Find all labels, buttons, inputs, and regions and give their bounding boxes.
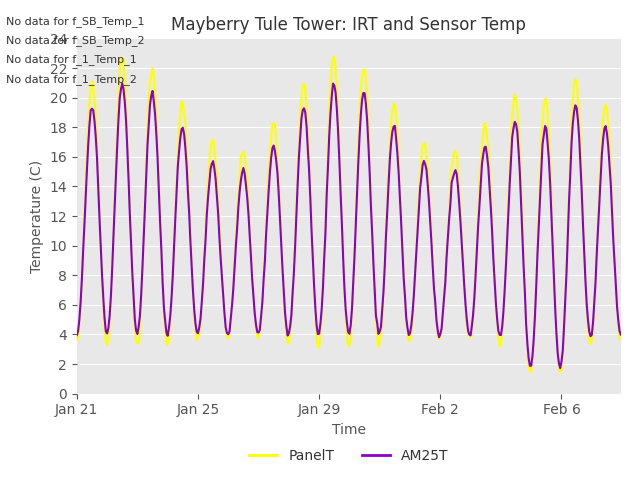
Text: No data for f_1_Temp_1: No data for f_1_Temp_1: [6, 54, 137, 65]
Text: No data for f_SB_Temp_2: No data for f_SB_Temp_2: [6, 35, 145, 46]
Y-axis label: Temperature (C): Temperature (C): [30, 159, 44, 273]
Legend: PanelT, AM25T: PanelT, AM25T: [244, 443, 454, 468]
X-axis label: Time: Time: [332, 423, 366, 437]
Title: Mayberry Tule Tower: IRT and Sensor Temp: Mayberry Tule Tower: IRT and Sensor Temp: [172, 16, 526, 34]
Text: No data for f_1_Temp_2: No data for f_1_Temp_2: [6, 73, 137, 84]
Text: No data for f_SB_Temp_1: No data for f_SB_Temp_1: [6, 16, 145, 27]
